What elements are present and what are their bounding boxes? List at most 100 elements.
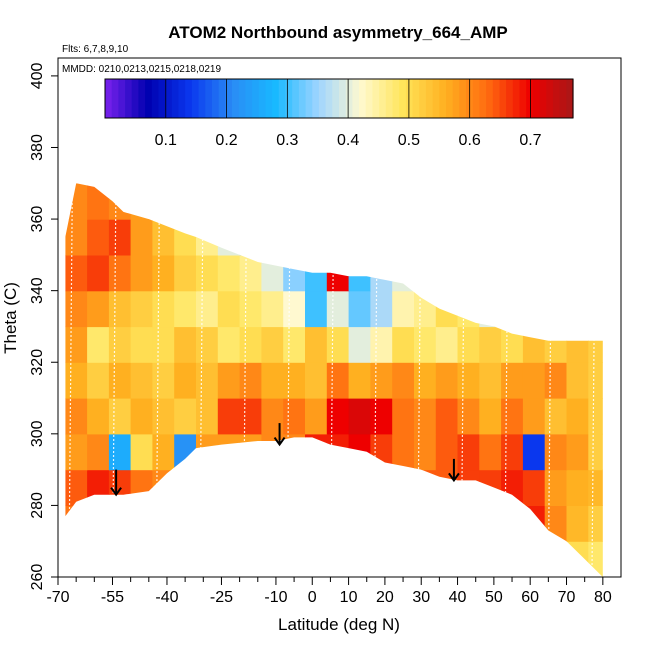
heatmap-cell [239,362,262,399]
heatmap-cell [196,254,219,292]
x-tick-label: 0 [308,589,317,606]
heatmap-cell [217,326,241,363]
x-tick-label: 70 [558,589,576,606]
colorbar-segment [492,79,501,118]
heatmap-cell [174,398,197,435]
heatmap-cell [217,398,241,435]
heatmap-cell [65,290,88,328]
heatmap-cell [544,362,568,399]
colorbar-segment [539,79,547,118]
x-tick-label: 80 [594,589,612,606]
heatmap-cell [414,433,437,471]
arrow-head [273,436,286,447]
heatmap-cell [87,398,110,435]
x-tick-label: 20 [376,589,394,606]
arrow-head [448,472,460,483]
x-tick-label: -40 [155,589,178,606]
colorbar-segment [546,79,554,118]
colorbar-segment [499,79,507,118]
heatmap-cell [566,398,589,435]
heatmap-cell [108,326,132,363]
colorbar-segment [359,79,367,118]
y-axis-label: Theta (C) [1,282,20,354]
y-tick-label: 300 [29,420,46,447]
colorbar-tick-label: 0.5 [398,132,420,149]
heatmap-cell [174,254,197,292]
heatmap-cell [566,362,589,399]
heatmap-cell [348,362,371,399]
colorbar-tick-label: 0.7 [519,132,541,149]
colorbar-segment [559,79,567,118]
heatmap-cell [435,433,459,471]
chart-title: ATOM2 Northbound asymmetry_664_AMP [168,23,507,42]
colorbar-segment [439,79,447,118]
arrow-markers [110,423,460,497]
colorbar-segment [405,79,414,118]
heatmap-cell [261,326,284,363]
colorbar-segment [419,79,427,118]
dates-label: MMDD: 0210,0213,0215,0218,0219 [62,64,221,75]
heatmap-cell [414,362,437,399]
heatmap-cell [130,362,153,399]
heatmap-cell [87,433,110,471]
colorbar [104,78,574,119]
colorbar-segment [325,79,333,118]
colorbar-segment [305,79,313,118]
colorbar-segment [158,79,166,118]
heatmap-cell [196,326,219,363]
heatmap-cell [348,290,371,328]
heatmap-cell [326,362,350,399]
colorbar-segment [512,79,521,118]
colorbar-segment [486,79,494,118]
colorbar-segment [379,79,387,118]
heatmap-cell [566,505,589,542]
heatmap-cell [457,398,480,435]
colorbar-segment [125,79,133,118]
heatmap-cell [283,326,306,363]
colorbar-segment [118,79,126,118]
heatmap-cell [522,362,546,399]
y-tick-label: 320 [29,349,46,376]
colorbar-segment [345,79,353,118]
flight-trace [591,183,597,578]
heatmap-cell [588,398,603,435]
colorbar-segment [185,79,193,118]
x-tick-label: 60 [521,589,539,606]
heatmap-cell [217,254,241,292]
heatmap-cell [392,290,415,328]
colorbar-segment [392,79,400,118]
colorbar-segment [339,79,347,118]
heatmap-cell [544,398,568,435]
heatmap-cell [370,326,393,363]
colorbar-segment [412,79,420,118]
heatmap-cell [87,290,110,328]
heatmap-cell [108,362,132,399]
x-tick-label: -25 [210,589,233,606]
heatmap-cell [174,290,197,328]
heatmap-cell [283,290,306,328]
heatmap-cell [479,398,502,435]
heatmap-cell [588,433,603,471]
heatmap-cell [261,362,284,399]
x-tick-label: 40 [449,589,467,606]
x-tick-label: -70 [46,589,69,606]
colorbar-segment [238,79,246,118]
colorbar-segment [399,79,407,118]
heatmap-cell [479,326,502,363]
colorbar-tick-labels: 0.1 0.2 0.3 0.4 0.5 0.6 0.7 [155,132,542,149]
y-tick-label: 380 [29,134,46,161]
heatmap-cell [305,398,328,435]
heatmap-cell [370,398,393,435]
heatmap-cell [108,433,132,471]
heatmap-cell [152,219,175,256]
colorbar-segment [205,79,213,118]
heatmap-cell [305,362,328,399]
heatmap-cell [392,362,415,399]
heatmap-cell [522,398,546,435]
colorbar-segment [519,79,527,118]
heatmap-cell [283,362,306,399]
heatmap-cell [457,433,480,471]
colorbar-segment [178,79,186,118]
colorbar-segment [566,79,574,118]
